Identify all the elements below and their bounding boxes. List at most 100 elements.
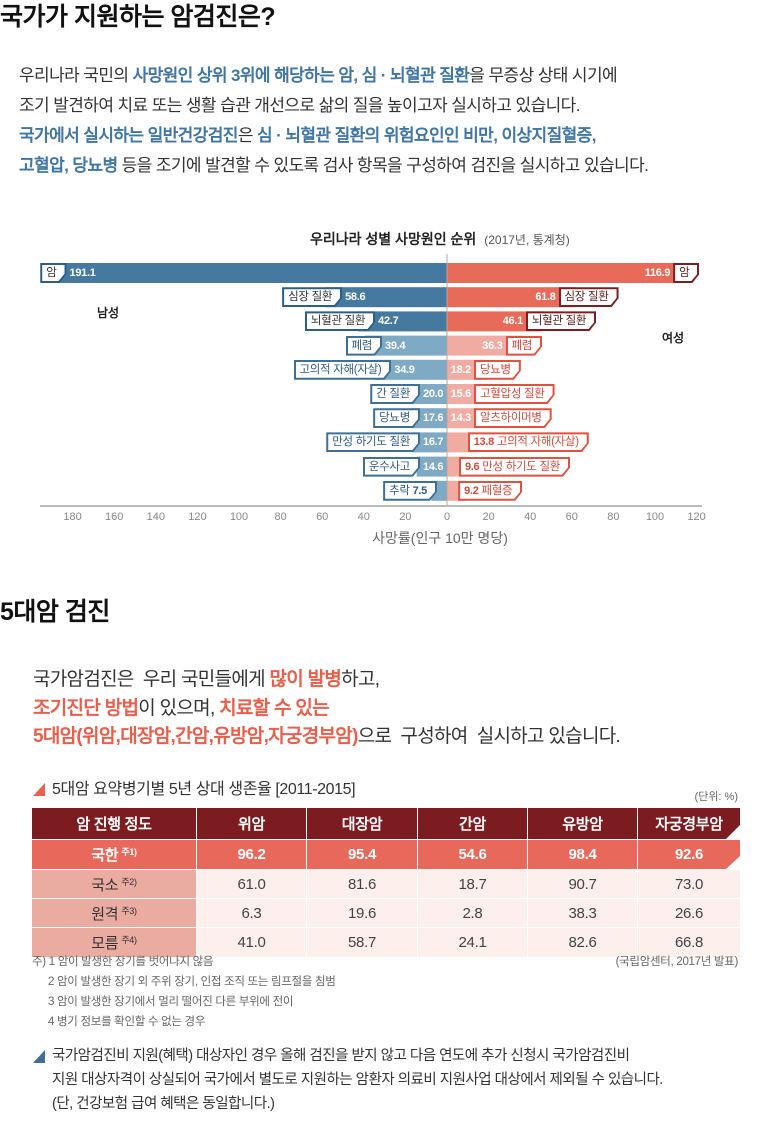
cause-name: 뇌혈관 질환: [310, 315, 366, 328]
screening-line: 5대암(위암,대장암,간암,유방암,자궁경부암)으로 구성하여 실시하고 있습니…: [33, 723, 621, 752]
chart-subtitle: (2017년, 통계청): [484, 233, 570, 247]
table-cell: 98.4: [528, 840, 637, 869]
x-tick-label: 40: [358, 511, 370, 523]
footnote: 4 병기 정보를 확인할 수 없는 경우: [48, 1016, 206, 1028]
male-cause-label: 심장 질환: [282, 287, 342, 307]
cause-name: 암: [679, 267, 690, 279]
cause-name: 알츠하이머병: [480, 412, 542, 425]
stage-label: 모름: [91, 935, 119, 952]
highlight-text: 국가에서 실시하는 일반건강검진: [19, 126, 238, 145]
screening-line: 국가암검진은 우리 국민들에게 많이 발병하고,: [33, 666, 620, 695]
highlight-text: 많이 발병: [269, 669, 342, 690]
intro-paragraph: 우리나라 국민의 사망원인 상위 3위에 해당하는 암, 심 · 뇌혈관 질환을…: [19, 61, 649, 181]
x-tick-label: 140: [147, 511, 165, 523]
notice-text: 국가암검진비 지원(혜택) 대상자인 경우 올해 검진을 받지 않고 다음 연도…: [52, 1044, 663, 1116]
cause-label-box: 심장 질환: [561, 289, 617, 305]
male-cause-label: 만성 하기도 질환: [326, 432, 420, 452]
cause-label-box: 고의적 자해(자살): [296, 362, 390, 378]
table-cell: 92.6: [638, 840, 740, 869]
highlight-text: 고혈압, 당뇨병: [19, 156, 118, 175]
note-ref: 주1): [121, 847, 137, 857]
table-cell: 90.7: [528, 870, 637, 898]
cause-name: 당뇨병: [480, 363, 511, 376]
cause-name: 고의적 자해(자살): [299, 363, 382, 376]
male-cause-label: 암: [40, 263, 66, 283]
cause-value: 36.3: [482, 339, 503, 352]
male-bar: [358, 311, 447, 332]
cause-value: 9.6: [464, 460, 480, 473]
x-tick-label: 60: [316, 511, 328, 523]
x-tick-label: 120: [188, 511, 206, 523]
cause-name: 뇌혈관 질환: [531, 315, 587, 328]
cause-value: 9.2: [464, 484, 479, 497]
cause-value: 7.5: [412, 484, 427, 497]
highlight-text: 치료할 수 있는: [219, 697, 330, 719]
cause-name: 암: [46, 267, 57, 279]
cause-label-box: 폐렴: [508, 338, 541, 354]
table-cell: 66.8: [638, 928, 740, 957]
text: 등을 조기에 발견할 수 있도록 검사 항목을 구성하여 검진을 실시하고 있습…: [117, 156, 649, 175]
x-tick-label: 20: [399, 511, 411, 523]
highlight-text: 사망원인 상위 3위에 해당하는 암, 심 · 뇌혈관 질환: [132, 66, 470, 85]
male-cause-label: 뇌혈관 질환: [305, 311, 375, 331]
cause-value: 15.6: [450, 388, 472, 400]
cause-name: 만성 하기도 질환: [482, 460, 561, 473]
x-tick-label: 120: [687, 511, 705, 523]
screening-paragraph: 국가암검진은 우리 국민들에게 많이 발병하고, 조기진단 방법이 있으며, 치…: [33, 666, 621, 752]
footnote: 2 암이 발생한 장기 외 주위 장기, 인접 조직 또는 림프절을 침범: [48, 976, 336, 988]
cause-label-box: 고혈압성 질환: [476, 386, 553, 402]
x-tick-label: 80: [274, 511, 286, 523]
x-tick-label: 160: [105, 511, 123, 523]
note-ref: 주4): [121, 935, 137, 945]
survival-rate-table: 암 진행 정도 위암 대장암 간암 유방암 자궁경부암 국한 주1) 96.2 9…: [32, 808, 740, 957]
cause-label-box: 알츠하이머병: [476, 410, 550, 426]
cause-value: 116.9: [644, 267, 671, 279]
table-cell: 54.6: [418, 840, 527, 869]
highlight-text: 심 · 뇌혈관 질환의 위험요인인 비만, 이상지질혈증,: [256, 126, 596, 145]
cause-label-box: 뇌혈관 질환: [307, 313, 373, 329]
x-tick-label: 0: [444, 511, 450, 523]
table-title: 5대암 요약병기별 5년 상대 생존율 [2011-2015]: [52, 781, 356, 798]
cause-value: 39.4: [385, 339, 406, 352]
chart-title-group: 우리나라 성별 사망원인 순위 (2017년, 통계청): [310, 229, 570, 249]
table-cell: 82.6: [528, 928, 637, 957]
cause-label-box: 추락 7.5: [385, 483, 435, 499]
screening-line: 조기진단 방법이 있으며, 치료할 수 있는: [33, 695, 620, 724]
table-header: 대장암: [307, 808, 417, 839]
cause-name: 패혈증: [481, 484, 513, 497]
notice-line: (단, 건강보험 급여 혜택은 동일합니다.): [52, 1096, 275, 1112]
intro-line: 국가에서 실시하는 일반건강검진은 심 · 뇌혈관 질환의 위험요인인 비만, …: [19, 121, 648, 151]
text: 우리나라 국민의: [19, 66, 133, 85]
female-cause-label: 9.6 만성 하기도 질환: [459, 457, 570, 477]
text: 국가암검진은 우리 국민들에게: [33, 669, 270, 690]
cause-label-box: 당뇨병: [375, 410, 418, 426]
footnote: 주) 1 암이 발생한 장기를 벗어나지 않음: [32, 956, 214, 968]
male-cause-label: 당뇨병: [373, 408, 420, 428]
x-tick-label: 80: [607, 511, 619, 523]
intro-line: 우리나라 국민의 사망원인 상위 3위에 해당하는 암, 심 · 뇌혈관 질환을…: [19, 61, 648, 91]
table-cell: 58.7: [307, 928, 417, 957]
x-tick-label: 60: [566, 511, 578, 523]
male-bar: [374, 359, 447, 380]
cause-label-box: 암: [675, 265, 697, 281]
cause-label-box: 운수사고: [365, 459, 418, 475]
text: 으로 구성하여 실시하고 있습니다.: [357, 726, 621, 747]
cause-name: 폐렴: [351, 339, 373, 352]
section-title: 5대암 검진: [0, 598, 110, 626]
cause-label-box: 암: [42, 265, 64, 281]
notice-line: 국가암검진비 지원(혜택) 대상자인 경우 올해 검진을 받지 않고 다음 연도…: [52, 1048, 630, 1064]
cause-name: 추락: [389, 484, 410, 497]
footnote: 3 암이 발생한 장기에서 멀리 떨어진 다른 부위에 전이: [48, 996, 294, 1008]
table-cell: 96.2: [197, 840, 306, 869]
female-bar: [447, 311, 543, 332]
stage-cell: 국소 주2): [32, 870, 196, 898]
female-cause-label: 당뇨병: [474, 360, 521, 380]
cause-name: 당뇨병: [379, 412, 410, 425]
cause-name: 폐렴: [511, 339, 533, 352]
female-cause-label: 9.2 패혈증: [458, 481, 522, 501]
cause-name: 심장 질환: [564, 291, 609, 304]
male-bar: [412, 432, 447, 453]
cause-value: 17.6: [423, 412, 444, 425]
cause-value: 14.3: [450, 412, 472, 425]
cause-value: 46.1: [502, 315, 524, 328]
